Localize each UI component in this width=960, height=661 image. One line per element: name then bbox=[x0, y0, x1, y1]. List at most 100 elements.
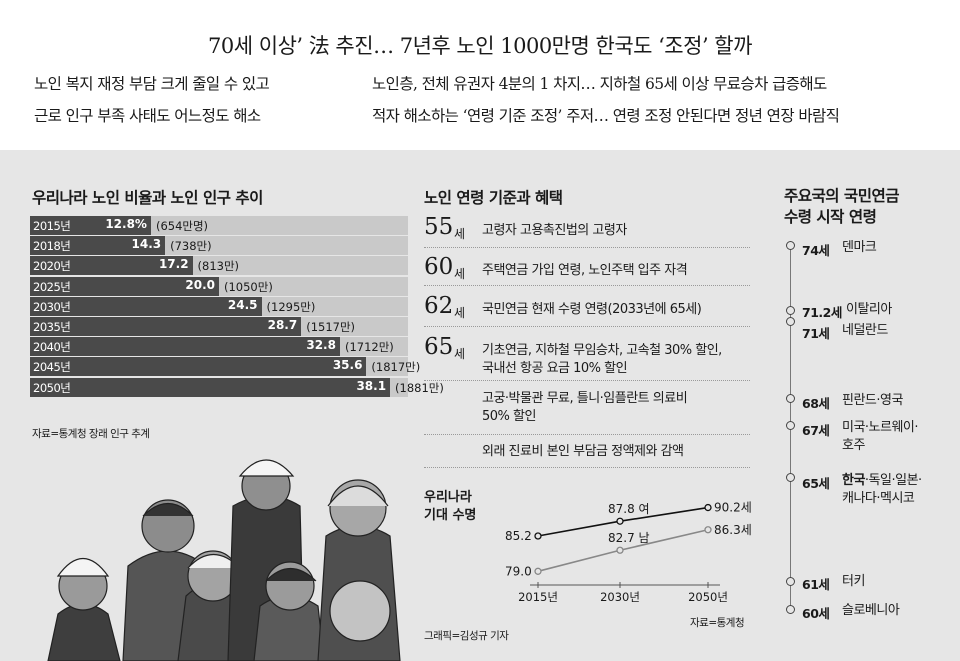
bar bbox=[30, 296, 262, 316]
bar bbox=[30, 357, 367, 377]
bar-year-label: 2030년 bbox=[33, 299, 71, 314]
bar-row: 2030년 24.5 (1295만) bbox=[30, 296, 408, 316]
bar-row: 2035년 28.7 (1517만) bbox=[30, 316, 408, 336]
timeline-dot bbox=[786, 577, 795, 586]
series-point bbox=[616, 546, 624, 554]
timeline-dot bbox=[786, 421, 795, 430]
pension-age: 74세 bbox=[802, 243, 830, 258]
benefit-text: 외래 진료비 본인 부담금 정액제와 감액 bbox=[482, 444, 684, 459]
pension-age: 60세 bbox=[802, 606, 830, 621]
bar bbox=[30, 337, 340, 357]
bar-population-label: (1517만) bbox=[306, 319, 356, 334]
benefit-item: 60 세 주택연금 가입 연령, 노인주택 입주 자격 bbox=[424, 254, 750, 286]
bar-population-label: (654만명) bbox=[155, 219, 209, 233]
x-tick-label: 2030년 bbox=[600, 590, 640, 604]
timeline-dot bbox=[786, 605, 795, 614]
headline: 70세 이상’ 法 추진… 7년후 노인 1000만명 한국도 ‘조정’ 할까 bbox=[208, 34, 752, 58]
benefit-age-unit: 세 bbox=[454, 347, 466, 361]
benefit-age-unit: 세 bbox=[454, 227, 466, 241]
pension-age: 71.2세 bbox=[802, 305, 842, 320]
bar-population-label: (1050만) bbox=[224, 279, 273, 294]
bar-row: 2045년 35.6 (1817만) bbox=[30, 357, 420, 377]
pension-age: 68세 bbox=[802, 396, 830, 411]
series-point bbox=[534, 532, 542, 540]
benefit-item: 고궁·박물관 무료, 틀니·임플란트 의료비 50% 할인 bbox=[424, 385, 750, 435]
bar bbox=[30, 377, 391, 397]
bar-year-label: 2045년 bbox=[33, 360, 71, 375]
benefit-age: 65 bbox=[424, 334, 454, 360]
benefit-text: 고령자 고용촉진법의 고령자 bbox=[482, 223, 627, 238]
benefit-age: 60 bbox=[424, 254, 454, 280]
benefit-item: 62 세 국민연금 현재 수령 연령(2033년에 65세) bbox=[424, 293, 750, 327]
benefit-item: 55 세 고령자 고용촉진법의 고령자 bbox=[424, 214, 750, 248]
timeline-dot bbox=[786, 473, 795, 482]
data-label: 82.7 남 bbox=[608, 531, 650, 545]
bar bbox=[30, 216, 151, 235]
life-expectancy-chart: 85.2 87.8 여 90.2세 79.0 82.7 남 86.3세 2015년 2030년… bbox=[505, 501, 752, 604]
data-label: 86.3세 bbox=[714, 523, 752, 537]
subhead-left-line-1: 노인 복지 재정 부담 크게 줄일 수 있고 bbox=[34, 75, 270, 93]
pension-age: 65세 bbox=[802, 476, 830, 491]
series-point bbox=[704, 526, 712, 534]
benefit-item: 65 세 기초연금, 지하철 무임승차, 고속철 30% 할인, 국내선 항공 요금 … bbox=[424, 334, 750, 381]
infographic-panel bbox=[0, 150, 960, 661]
series-point bbox=[616, 517, 624, 525]
pension-country-highlight: 한국 bbox=[842, 473, 865, 488]
benefit-text: 국민연금 현재 수령 연령(2033년에 65세) bbox=[482, 302, 702, 317]
timeline-dot bbox=[786, 394, 795, 403]
bar-year-label: 2035년 bbox=[33, 319, 71, 334]
benefit-age: 55 bbox=[424, 214, 454, 240]
bar-population-label: (813만) bbox=[197, 259, 240, 274]
benefit-age-unit: 세 bbox=[454, 267, 466, 281]
bar-value-label: 17.2 bbox=[158, 257, 189, 272]
subhead-right-line-1: 노인층, 전체 유권자 4분의 1 차지… 지하철 65세 이상 무료승차 급증… bbox=[372, 75, 827, 93]
x-tick-label: 2015년 bbox=[518, 590, 558, 604]
bar-row: 2025년 20.0 (1050만) bbox=[30, 276, 408, 296]
bar-year-label: 2040년 bbox=[33, 340, 71, 355]
bar-row: 2040년 32.8 (1712만) bbox=[30, 337, 408, 357]
bar-value-label: 38.1 bbox=[356, 378, 387, 393]
pension-age: 67세 bbox=[802, 423, 830, 438]
subhead-left: 노인 복지 재정 부담 크게 줄일 수 있고 근로 인구 부족 사태도 어느정도… bbox=[34, 68, 270, 132]
pension-country: 한국·독일·일본· 캐나다·멕시코 bbox=[842, 473, 922, 506]
data-label: 90.2세 bbox=[714, 501, 752, 515]
benefits-title: 노인 연령 기준과 혜택 bbox=[424, 189, 563, 207]
data-label: 85.2 bbox=[505, 529, 532, 543]
benefit-text: 고궁·박물관 무료, 틀니·임플란트 의료비 50% 할인 bbox=[482, 391, 688, 424]
timeline-dot bbox=[786, 241, 795, 250]
bar-year-label: 2050년 bbox=[33, 380, 71, 395]
bar-chart: 2015년 12.8% (654만명) 2018년 14.3 (738만) 2020년 17.… bbox=[30, 216, 444, 398]
timeline-dot bbox=[786, 317, 795, 326]
pension-age: 71세 bbox=[802, 326, 830, 341]
pension-country: 핀란드·영국 bbox=[842, 393, 903, 408]
bar-year-label: 2015년 bbox=[33, 219, 71, 233]
bar-row: 2018년 14.3 (738만) bbox=[30, 236, 408, 256]
x-tick-label: 2050년 bbox=[688, 590, 728, 604]
bar-value-label: 24.5 bbox=[227, 297, 258, 312]
line-chart-source: 자료=통계청 bbox=[690, 617, 745, 629]
bar-population-label: (1295만) bbox=[266, 299, 316, 314]
pension-country: 네덜란드 bbox=[842, 323, 888, 338]
benefit-text: 기초연금, 지하철 무임승차, 고속철 30% 할인, 국내선 항공 요금 10%… bbox=[482, 343, 722, 376]
timeline-dot bbox=[786, 306, 795, 315]
bar bbox=[30, 236, 166, 256]
bar bbox=[30, 276, 219, 296]
pension-country: 슬로베니아 bbox=[842, 603, 900, 618]
pension-country: 덴마크 bbox=[842, 240, 877, 255]
benefit-text: 주택연금 가입 연령, 노인주택 입주 자격 bbox=[482, 263, 688, 278]
bar-chart-title: 우리나라 노인 비율과 노인 인구 추이 bbox=[32, 189, 263, 207]
bar-value-label: 35.6 bbox=[332, 358, 363, 373]
bar-chart-source: 자료=통계청 장래 인구 추계 bbox=[32, 428, 150, 440]
benefit-age-unit: 세 bbox=[454, 306, 466, 320]
bar-population-label: (1881만) bbox=[395, 380, 444, 395]
bar-row: 2050년 38.1 (1881만) bbox=[30, 377, 444, 397]
pension-country: 이탈리아 bbox=[846, 302, 892, 317]
life-expectancy-title: 우리나라 기대 수명 bbox=[424, 490, 477, 523]
data-label: 79.0 bbox=[505, 564, 532, 578]
bar-value-label: 20.0 bbox=[185, 277, 215, 292]
pension-country: 터키 bbox=[842, 574, 865, 589]
bar-value-label: 32.8 bbox=[306, 338, 336, 353]
bar-value-label: 28.7 bbox=[267, 317, 298, 332]
data-label: 87.8 여 bbox=[608, 502, 650, 516]
bar-population-label: (738만) bbox=[170, 239, 212, 254]
